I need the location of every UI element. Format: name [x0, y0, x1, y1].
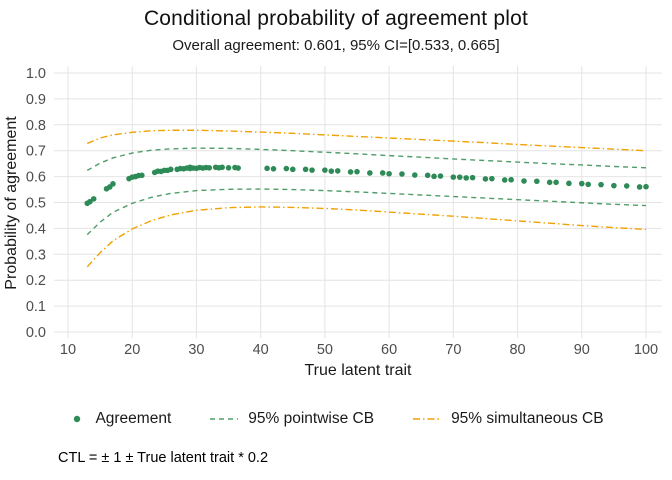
data-point	[367, 170, 373, 176]
y-tick-label: 0.7	[26, 144, 46, 160]
data-point	[578, 180, 585, 187]
y-axis-label: Probability of agreement	[3, 116, 20, 290]
plot-subtitle: Overall agreement: 0.601, 95% CI=[0.533,…	[172, 37, 500, 54]
data-point	[482, 176, 489, 182]
data-point	[489, 175, 495, 182]
data-point	[90, 196, 97, 202]
data-point	[623, 183, 630, 189]
data-point	[424, 172, 431, 179]
legend-item-pointwise: 95% pointwise CB	[209, 410, 374, 428]
data-point	[309, 167, 315, 173]
dashdot-line-swatch-icon	[413, 418, 442, 420]
data-point	[437, 173, 444, 179]
legend-label-agreement: Agreement	[95, 410, 172, 427]
data-point	[450, 174, 457, 180]
data-point	[553, 179, 559, 186]
data-point	[469, 174, 476, 181]
data-point	[501, 177, 508, 183]
data-point	[399, 171, 405, 177]
point-swatch-icon	[74, 415, 81, 423]
data-point	[219, 164, 225, 171]
plot-title: Conditional probability of agreement plo…	[143, 7, 529, 30]
x-tick-label: 20	[124, 342, 140, 358]
legend-label-simultaneous: 95% simultaneous CB	[451, 410, 604, 427]
dashed-line-swatch-icon	[210, 418, 239, 420]
data-point	[431, 173, 437, 180]
data-point	[412, 172, 418, 178]
y-tick-label: 0.8	[26, 118, 46, 134]
x-tick-label: 40	[253, 342, 269, 358]
data-point	[386, 170, 392, 177]
data-point	[328, 168, 335, 174]
y-tick-label: 0.6	[26, 170, 46, 186]
y-tick-label: 0.3	[26, 247, 46, 263]
data-point	[643, 183, 649, 190]
data-point	[139, 172, 145, 179]
data-point	[379, 170, 386, 176]
data-point	[334, 168, 341, 174]
data-point	[534, 178, 540, 185]
data-point	[598, 181, 604, 188]
legend-item-agreement: Agreement	[68, 410, 171, 428]
legend-item-simultaneous: 95% simultaneous CB	[412, 410, 604, 428]
y-tick-label: 0.0	[26, 325, 46, 341]
y-tick-label: 0.1	[26, 299, 46, 315]
y-tick-label: 0.4	[26, 221, 46, 237]
data-point	[508, 176, 514, 183]
legend: Agreement 95% pointwise CB 95% simultane…	[0, 410, 672, 428]
pointwise-lower-band	[86, 188, 647, 236]
simultaneous-lower-band	[86, 206, 647, 268]
x-tick-label: 90	[574, 342, 590, 358]
simultaneous-upper-band	[86, 129, 647, 152]
data-point	[235, 165, 241, 171]
x-tick-label: 30	[188, 342, 204, 358]
x-tick-label: 50	[317, 342, 333, 358]
y-tick-label: 0.9	[26, 92, 46, 108]
data-point	[611, 182, 617, 189]
x-tick-label: 80	[509, 342, 525, 358]
x-tick-label: 60	[381, 342, 397, 358]
data-point	[521, 178, 527, 184]
legend-label-pointwise: 95% pointwise CB	[248, 410, 375, 427]
data-point	[167, 166, 174, 173]
data-point	[264, 165, 270, 172]
data-point	[322, 167, 328, 173]
data-point	[463, 175, 469, 181]
x-axis-label: True latent trait	[304, 362, 412, 379]
data-point	[456, 174, 463, 180]
y-tick-label: 1.0	[26, 66, 46, 82]
data-point	[110, 181, 116, 187]
x-tick-label: 10	[60, 342, 76, 358]
data-point	[270, 166, 277, 172]
y-tick-label: 0.5	[26, 196, 46, 212]
data-point	[354, 168, 360, 175]
data-point	[347, 169, 354, 175]
plot-caption: CTL = ± 1 ± True latent trait * 0.2	[58, 450, 269, 466]
data-point	[206, 164, 213, 171]
x-tick-label: 70	[445, 342, 461, 358]
data-point	[566, 180, 572, 187]
data-point	[289, 166, 296, 173]
y-tick-label: 0.2	[26, 273, 46, 289]
data-point	[302, 166, 309, 173]
pointwise-upper-band	[86, 147, 647, 171]
x-tick-label: 100	[634, 342, 658, 358]
data-point	[636, 184, 643, 190]
data-point	[87, 198, 93, 205]
plot-area: Probability of agreement 0.0 0.1 0.2 0.3 0.4…	[3, 66, 662, 358]
data-point	[225, 164, 232, 171]
data-point	[546, 179, 553, 186]
data-point	[585, 181, 591, 188]
data-point	[283, 165, 290, 172]
